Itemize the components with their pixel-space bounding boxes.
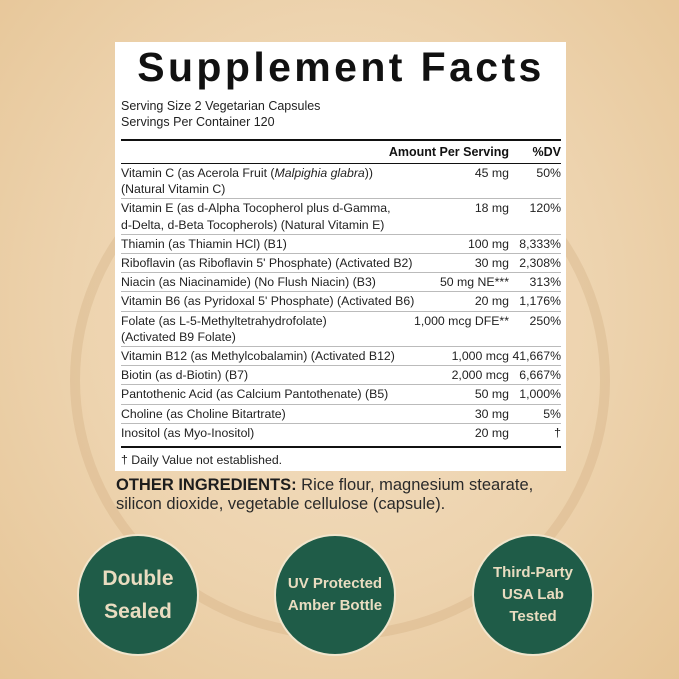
nutrient-amount: 30 mg <box>474 406 509 421</box>
header-amount: Amount Per Serving <box>388 145 509 159</box>
table-row: Folate (as L-5-Methyltetrahydrofolate) (A… <box>121 312 561 348</box>
nutrient-name: Inositol (as Myo-Inositol) <box>121 425 469 441</box>
badge-line: Tested <box>509 608 557 626</box>
nutrient-name: Niacin (as Niacinamide) (No Flush Niacin… <box>121 274 434 290</box>
table-row: Vitamin B6 (as Pyridoxal 5' Phosphate) (… <box>121 292 561 312</box>
nutrient-table: Vitamin C (as Acerola Fruit (Malpighia g… <box>121 164 561 442</box>
header-dv: %DV <box>532 145 561 159</box>
nutrient-name: Vitamin C (as Acerola Fruit (Malpighia g… <box>121 165 469 197</box>
nutrient-dv: 6,667% <box>519 368 561 383</box>
nutrient-dv: 41,667% <box>512 349 561 364</box>
name-text: Pantothenic Acid (as Calcium Pantothenat… <box>121 387 389 402</box>
nutrient-amount: 45 mg <box>474 166 509 180</box>
table-header: Amount Per Serving %DV <box>121 141 561 164</box>
nutrient-dv: 2,308% <box>519 256 561 271</box>
supplement-facts-panel: Supplement Facts Serving Size 2 Vegetari… <box>115 42 566 472</box>
table-row: Inositol (as Myo-Inositol) 20 mg † <box>121 424 561 442</box>
page-content: Supplement Facts Serving Size 2 Vegetari… <box>0 42 679 658</box>
badge-line: Sealed <box>104 600 172 624</box>
table-row: Vitamin B12 (as Methylcobalamin) (Activa… <box>121 347 561 367</box>
name-text: Vitamin E (as d-Alpha Tocopherol plus d-… <box>121 201 391 216</box>
nutrient-name: Thiamin (as Thiamin HCl) (B1) <box>121 236 462 252</box>
badge-line: UV Protected <box>287 575 383 593</box>
nutrient-amount: 1,000 mcg <box>451 349 509 364</box>
panel-title: Supplement Facts <box>137 44 545 90</box>
badge-third-party-tested: Third-Party USA Lab Tested <box>472 534 594 657</box>
nutrient-name: Vitamin B6 (as Pyridoxal 5' Phosphate) (… <box>121 293 469 309</box>
nutrient-amount: 1,000 mcg DFE** <box>413 313 509 328</box>
name-text: Choline (as Choline Bitartrate) <box>121 406 286 421</box>
table-row: Vitamin C (as Acerola Fruit (Malpighia g… <box>121 164 561 200</box>
name-text: Riboflavin (as Riboflavin 5' Phosphate) … <box>121 256 413 271</box>
name-text: )) <box>364 166 373 180</box>
badge-double-sealed: Double Sealed <box>77 534 199 657</box>
nutrient-name: Vitamin E (as d-Alpha Tocopherol plus d-… <box>121 200 469 232</box>
name-text: Vitamin C (as Acerola Fruit ( <box>121 166 275 180</box>
serving-info: Serving Size 2 Vegetarian Capsules Servi… <box>121 98 561 130</box>
nutrient-name: Vitamin B12 (as Methylcobalamin) (Activa… <box>121 348 446 364</box>
nutrient-amount: 18 mg <box>474 201 509 216</box>
badge-uv-protected: UV Protected Amber Bottle <box>274 534 396 657</box>
name-text: (Natural Vitamin C) <box>121 182 226 197</box>
table-row: Vitamin E (as d-Alpha Tocopherol plus d-… <box>121 199 561 235</box>
nutrient-dv: 8,333% <box>519 236 561 251</box>
other-ingredients-text: Rice flour, magnesium stearate, silicon … <box>116 476 534 514</box>
name-text: Folate (as L-5-Methyltetrahydrofolate) <box>121 313 327 328</box>
name-text: d-Delta, d-Beta Tocopherols) (Natural Vi… <box>121 217 385 232</box>
nutrient-amount: 100 mg <box>467 236 509 251</box>
name-text: Niacin (as Niacinamide) (No Flush Niacin… <box>121 275 376 290</box>
badge-row: Double Sealed UV Protected Amber Bottle … <box>0 534 679 658</box>
table-row: Riboflavin (as Riboflavin 5' Phosphate) … <box>121 254 561 274</box>
nutrient-dv: 250% <box>529 313 561 328</box>
badge-line: USA Lab <box>502 586 564 604</box>
footnote: † Daily Value not established. <box>121 453 283 468</box>
other-ingredients-label: OTHER INGREDIENTS: <box>116 476 297 495</box>
nutrient-amount: 50 mg NE*** <box>439 275 509 290</box>
nutrient-dv: 50% <box>536 166 561 180</box>
nutrient-name: Pantothenic Acid (as Calcium Pantothenat… <box>121 386 469 402</box>
nutrient-amount: 2,000 mcg <box>451 368 509 383</box>
table-row: Thiamin (as Thiamin HCl) (B1) 100 mg 8,333… <box>121 235 561 255</box>
badge-line: Amber Bottle <box>287 597 383 615</box>
nutrient-name: Biotin (as d-Biotin) (B7) <box>121 367 446 383</box>
other-ingredients: OTHER INGREDIENTS: Rice flour, magnesium… <box>116 476 576 514</box>
table-row: Biotin (as d-Biotin) (B7) 2,000 mcg 6,667% <box>121 366 561 386</box>
name-text: Vitamin B12 (as Methylcobalamin) (Activa… <box>121 349 395 364</box>
nutrient-amount: 30 mg <box>474 256 509 271</box>
name-text: (Activated B9 Folate) <box>121 329 236 344</box>
serving-size: Serving Size 2 Vegetarian Capsules <box>121 99 321 113</box>
name-text: Thiamin (as Thiamin HCl) (B1) <box>121 236 287 251</box>
name-text: Inositol (as Myo-Inositol) <box>121 425 255 440</box>
table-row: Choline (as Choline Bitartrate) 30 mg 5% <box>121 405 561 424</box>
name-text: Biotin (as d-Biotin) (B7) <box>121 368 249 383</box>
nutrient-dv: 313% <box>529 275 561 290</box>
nutrient-dv: 1,000% <box>519 387 561 402</box>
table-row: Pantothenic Acid (as Calcium Pantothenat… <box>121 385 561 405</box>
badge-line: Double <box>102 567 174 591</box>
nutrient-dv: 1,176% <box>519 294 561 309</box>
nutrient-name: Choline (as Choline Bitartrate) <box>121 406 469 422</box>
nutrient-dv: 120% <box>529 201 561 216</box>
badge-line: Third-Party <box>492 564 573 582</box>
nutrient-name: Folate (as L-5-Methyltetrahydrofolate) (A… <box>121 313 408 345</box>
nutrient-dv: 5% <box>543 406 561 421</box>
divider-thick <box>121 446 561 449</box>
nutrient-name: Riboflavin (as Riboflavin 5' Phosphate) … <box>121 255 469 271</box>
table-row: Niacin (as Niacinamide) (No Flush Niacin… <box>121 273 561 293</box>
nutrient-amount: 20 mg <box>474 294 509 309</box>
name-text: Vitamin B6 (as Pyridoxal 5' Phosphate) (… <box>121 294 415 309</box>
nutrient-amount: 50 mg <box>474 387 509 402</box>
nutrient-amount: 20 mg <box>474 425 509 440</box>
divider-thick <box>121 139 561 141</box>
servings-per-container: Servings Per Container 120 <box>121 115 275 129</box>
nutrient-dv: † <box>554 425 561 440</box>
name-italic: Malpighia glabra <box>274 166 365 180</box>
